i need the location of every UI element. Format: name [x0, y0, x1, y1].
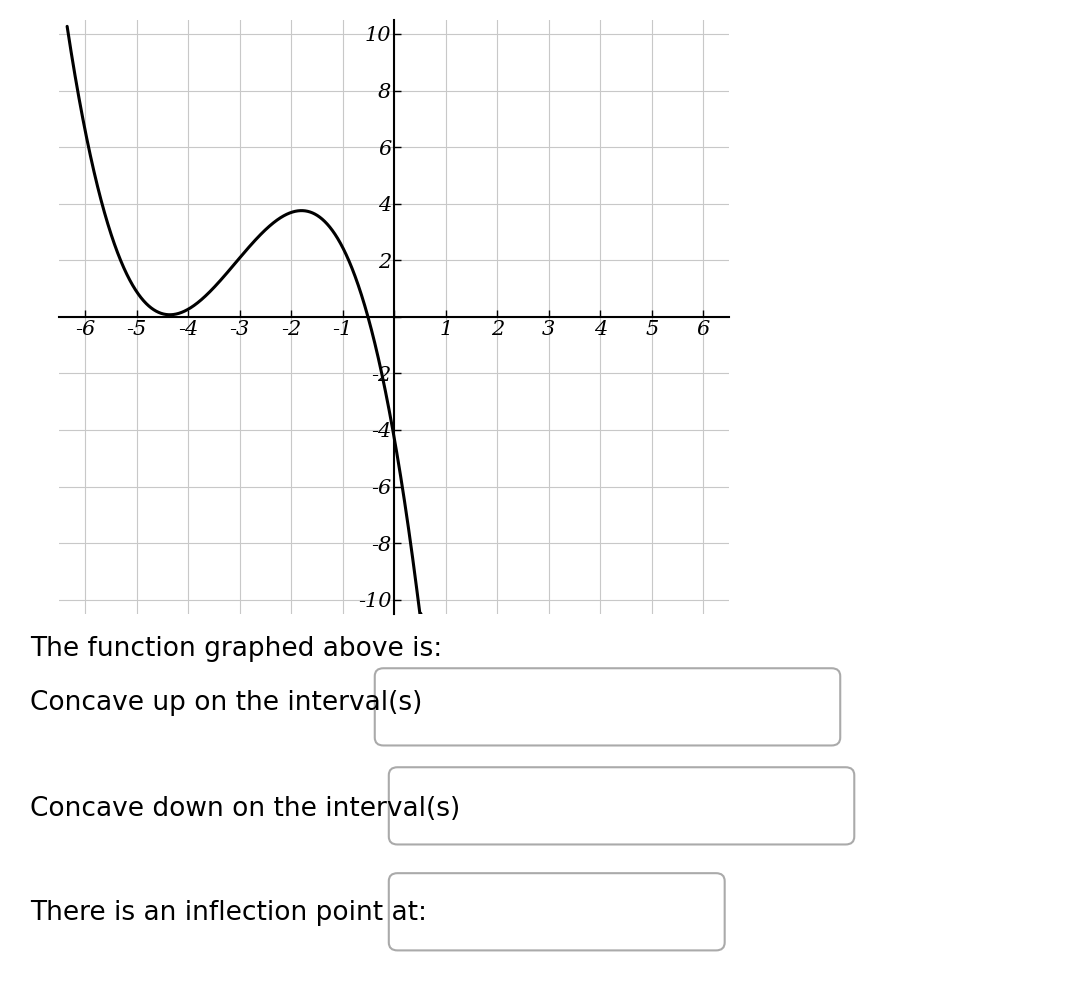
Text: There is an inflection point at:: There is an inflection point at: — [30, 900, 428, 926]
Text: Concave up on the interval(s): Concave up on the interval(s) — [30, 690, 422, 716]
Text: The function graphed above is:: The function graphed above is: — [30, 636, 443, 661]
Text: Concave down on the interval(s): Concave down on the interval(s) — [30, 796, 460, 822]
